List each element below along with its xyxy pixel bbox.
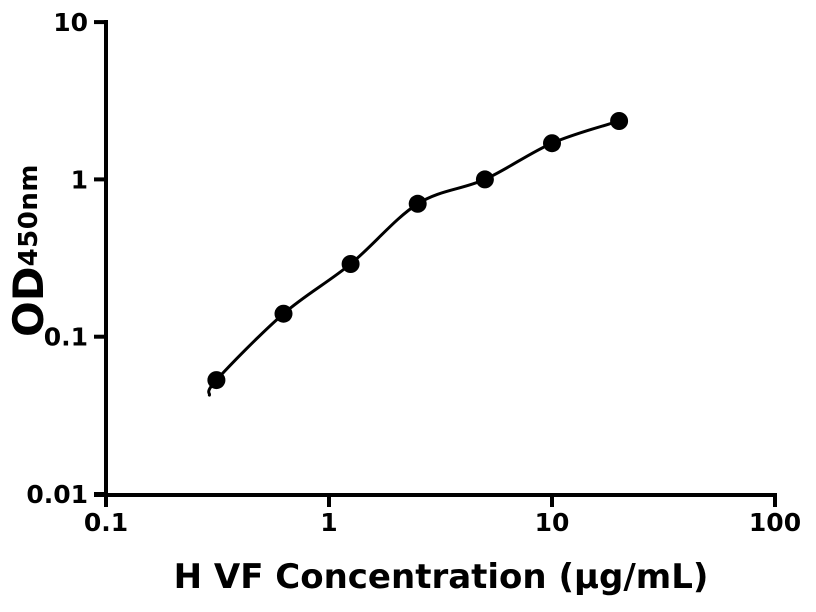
- x-tick-label: 10: [535, 508, 570, 537]
- y-axis-title: OD450nm: [4, 164, 53, 337]
- y-tick-label: 10: [53, 8, 88, 37]
- data-point-marker: [475, 170, 494, 189]
- data-point-marker: [543, 134, 561, 153]
- data-point-marker: [207, 371, 226, 390]
- y-axis-title-subscript: 450nm: [14, 164, 44, 267]
- data-point-marker: [408, 194, 427, 213]
- data-point-marker: [274, 304, 293, 323]
- x-axis-title: H VF Concentration (μg/mL): [173, 557, 709, 597]
- data-point-marker: [341, 255, 360, 273]
- x-tick-label: 100: [749, 508, 801, 537]
- y-tick-label: 1: [71, 165, 88, 194]
- y-tick-label: 0.01: [26, 480, 88, 509]
- x-axis-line: [94, 493, 777, 507]
- data-point-marker: [610, 112, 629, 130]
- fit-curve: [207, 119, 621, 397]
- y-axis-title-main: OD: [4, 266, 53, 337]
- y-tick-label: 0.1: [44, 323, 88, 352]
- x-tick-label: 1: [320, 508, 337, 537]
- x-tick-label: 0.1: [84, 508, 128, 537]
